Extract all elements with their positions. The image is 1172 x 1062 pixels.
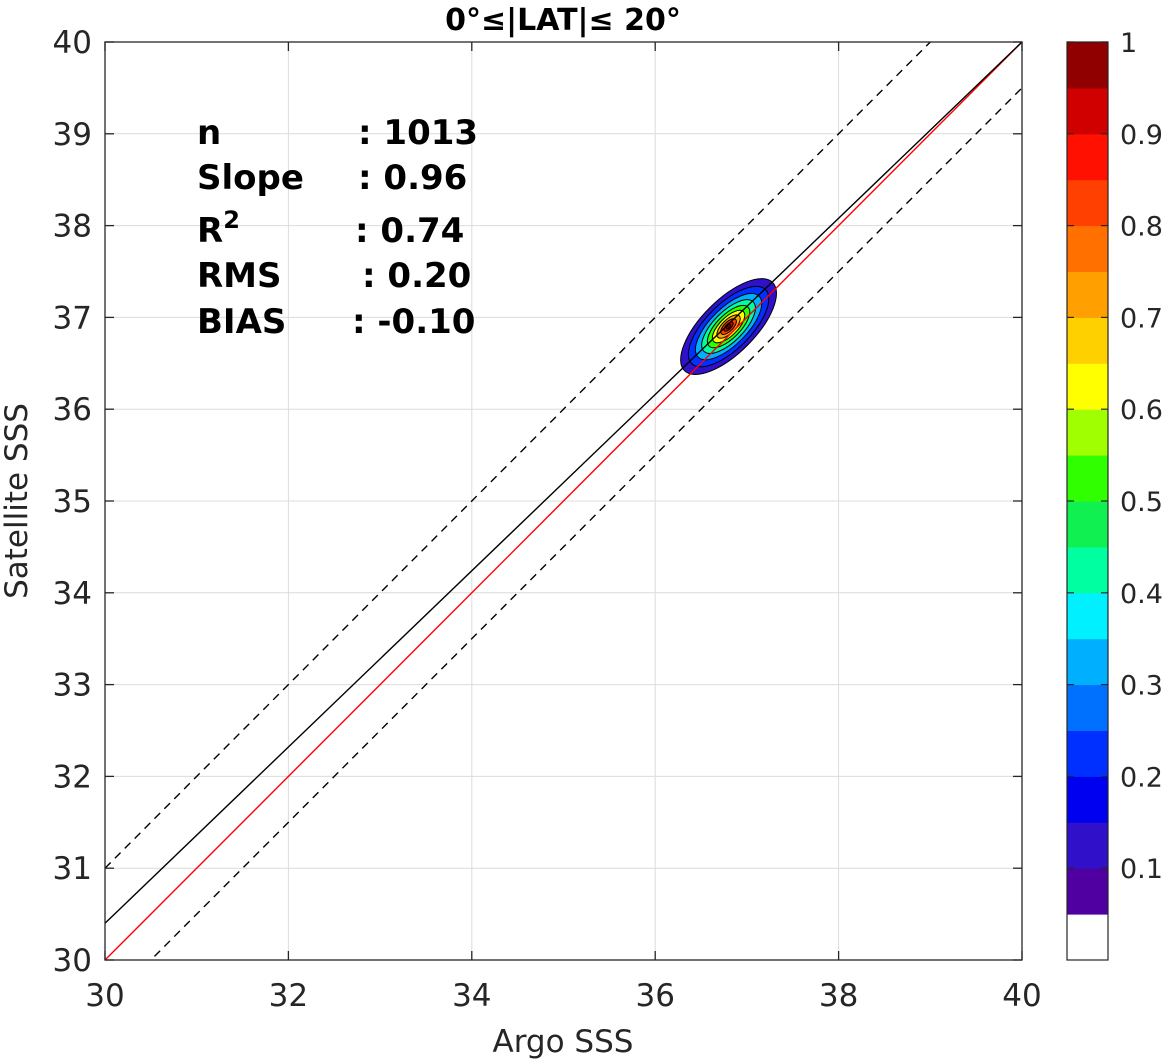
y-tick-label: 36 <box>53 392 92 428</box>
y-tick-label: 37 <box>53 300 92 336</box>
y-tick-label: 40 <box>53 25 92 61</box>
y-tick-label: 38 <box>53 209 92 245</box>
colorbar-segment <box>1067 87 1108 135</box>
stat-label: BIAS <box>197 302 286 342</box>
y-tick-label: 34 <box>53 576 92 612</box>
stat-value: : 0.74 <box>355 211 464 251</box>
colorbar-segment <box>1067 317 1108 364</box>
stat-value: : 0.96 <box>358 158 467 198</box>
colorbar-segment <box>1067 133 1108 181</box>
chart-title: 0°≤|LAT|≤ 20° <box>445 3 681 38</box>
colorbar-tick-label: 0.3 <box>1120 671 1163 702</box>
colorbar-tick-label: 0.5 <box>1120 487 1163 518</box>
colorbar-tick-label: 0.8 <box>1120 212 1163 243</box>
colorbar-segment <box>1067 592 1108 640</box>
stat-value: : 0.20 <box>362 256 471 296</box>
colorbar-segment <box>1067 684 1108 731</box>
reference-lines <box>105 42 1022 960</box>
stat-value: : -0.10 <box>352 302 475 342</box>
stat-label-superscript: 2 <box>223 206 240 234</box>
colorbar: 0.1 0.2 0.3 0.4 0.5 0.6 0.7 0.8 0.9 1 <box>1066 28 1163 961</box>
x-tick-label: 40 <box>1002 978 1041 1014</box>
colorbar-segment <box>1067 179 1108 227</box>
colorbar-segment <box>1067 501 1108 548</box>
colorbar-segment <box>1067 730 1108 777</box>
colorbar-tick-label: 0.7 <box>1120 303 1163 334</box>
colorbar-segment <box>1067 363 1108 410</box>
colorbar-tick-label: 1 <box>1120 28 1137 59</box>
axis-ticks: 30 32 34 36 38 40 30 31 32 33 34 35 36 37 38 39 40 <box>53 25 1042 1014</box>
colorbar-segment <box>1067 914 1108 961</box>
colorbar-tick-label: 0.6 <box>1120 395 1163 426</box>
stats-box: n : 1013 Slope : 0.96 R2 : 0.74 RMS : 0.20 BIAS:… <box>197 113 478 342</box>
colorbar-segment <box>1067 776 1108 823</box>
colorbar-segment <box>1067 638 1108 686</box>
colorbar-tick-label: 0.4 <box>1120 579 1163 610</box>
line-lower-bound <box>149 87 1022 960</box>
line-one-to-one <box>105 42 1022 960</box>
colorbar-segment <box>1067 455 1108 502</box>
colorbar-tick-label: 0.1 <box>1120 854 1163 885</box>
x-tick-label: 36 <box>635 978 674 1014</box>
colorbar-tick-label: 0.2 <box>1120 762 1163 793</box>
line-regression <box>105 42 1022 924</box>
line-upper-bound <box>105 42 932 869</box>
x-tick-label: 38 <box>819 978 858 1014</box>
colorbar-segment <box>1067 822 1108 869</box>
stat-value: : 1013 <box>358 113 478 153</box>
colorbar-segment <box>1067 868 1108 915</box>
y-tick-label: 31 <box>53 851 92 887</box>
colorbar-segment <box>1067 42 1108 89</box>
y-axis-label: Satellite SSS <box>0 403 35 599</box>
colorbar-segment <box>1067 225 1108 272</box>
x-tick-label: 32 <box>269 978 308 1014</box>
stat-label: R2 <box>197 206 240 251</box>
colorbar-tick-label: 0.9 <box>1120 120 1163 151</box>
density-contours <box>680 278 777 376</box>
colorbar-segment <box>1067 546 1108 594</box>
stat-label: Slope <box>197 158 304 198</box>
colorbar-segment <box>1067 409 1108 456</box>
stat-label: RMS <box>197 256 282 296</box>
x-axis-label: Argo SSS <box>493 1024 634 1060</box>
stat-label: n <box>197 113 221 153</box>
y-tick-label: 30 <box>53 943 92 979</box>
y-tick-label: 33 <box>53 668 92 704</box>
colorbar-segment <box>1067 271 1108 318</box>
x-tick-label: 30 <box>85 978 124 1014</box>
y-tick-label: 32 <box>53 759 92 795</box>
y-tick-label: 35 <box>53 484 92 520</box>
x-tick-label: 34 <box>452 978 491 1014</box>
y-tick-label: 39 <box>53 117 92 153</box>
